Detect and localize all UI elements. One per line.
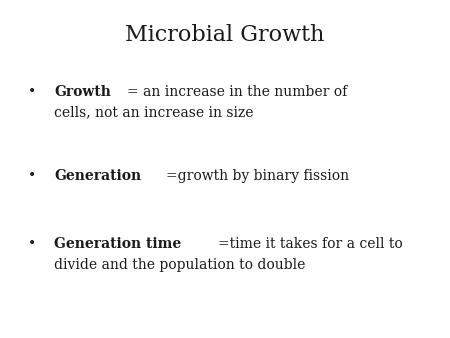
- Text: = an increase in the number of: = an increase in the number of: [127, 84, 348, 98]
- Text: =growth by binary fission: =growth by binary fission: [166, 169, 350, 183]
- Text: cells, not an increase in size: cells, not an increase in size: [54, 105, 253, 119]
- Text: •: •: [27, 237, 36, 250]
- Text: •: •: [27, 169, 36, 183]
- Text: Generation time: Generation time: [54, 237, 181, 250]
- Text: Microbial Growth: Microbial Growth: [125, 24, 325, 46]
- Text: Growth: Growth: [54, 84, 111, 98]
- Text: Generation: Generation: [54, 169, 141, 183]
- Text: =time it takes for a cell to: =time it takes for a cell to: [218, 237, 403, 250]
- Text: divide and the population to double: divide and the population to double: [54, 258, 306, 271]
- Text: •: •: [27, 84, 36, 98]
